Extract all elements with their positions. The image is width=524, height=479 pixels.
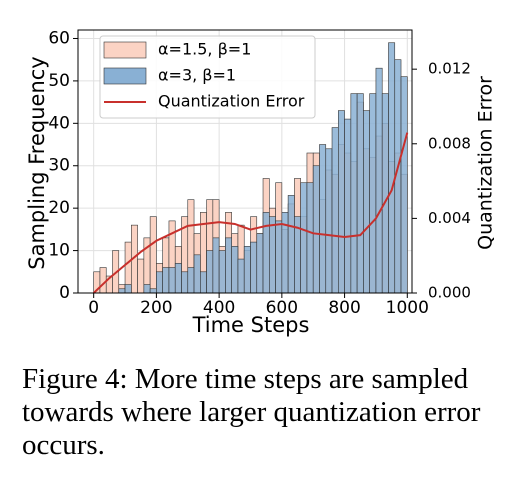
bar <box>143 284 151 294</box>
y2-tick-label: 0.008 <box>428 134 471 152</box>
bar <box>356 93 364 294</box>
x-tick-label: 0 <box>88 298 99 318</box>
bar <box>319 144 327 294</box>
y-axis-label: Sampling Frequency <box>25 56 49 269</box>
bar <box>218 250 226 294</box>
legend-label: α=3, β=1 <box>158 66 236 85</box>
legend-box <box>99 35 316 119</box>
y-tick-label: 0 <box>59 283 70 303</box>
y2-tick-label: 0.012 <box>428 60 471 78</box>
legend-patch <box>103 67 147 85</box>
x-tick-label: 400 <box>203 298 235 318</box>
bar <box>331 127 339 294</box>
y-tick-label: 10 <box>48 241 70 261</box>
bar <box>200 271 207 294</box>
x-tick-label: 1000 <box>386 298 429 318</box>
bar <box>149 288 157 294</box>
plot-frame <box>77 29 413 294</box>
bar <box>181 271 189 294</box>
bar <box>124 284 132 294</box>
x-tick-label: 200 <box>140 298 172 318</box>
bar <box>137 258 145 294</box>
bar <box>262 212 270 294</box>
bar <box>325 148 333 294</box>
bar <box>312 165 320 294</box>
y-tick-label: 60 <box>48 28 70 48</box>
bar <box>275 220 283 294</box>
x-axis-label: Time Steps <box>192 313 310 337</box>
caption-line: occurs. <box>22 429 105 461</box>
y-tick-label: 30 <box>48 156 70 176</box>
bar <box>193 254 201 294</box>
bar <box>162 267 170 294</box>
y2-axis-label: Quantization Error <box>475 76 497 250</box>
bar <box>99 267 107 294</box>
legend-label: Quantization Error <box>158 92 305 111</box>
bar <box>338 110 345 294</box>
bar <box>363 110 370 294</box>
bar <box>187 267 195 294</box>
bar <box>388 42 396 294</box>
bar <box>156 271 163 294</box>
bar <box>168 267 176 294</box>
bar <box>250 241 258 294</box>
bar <box>256 233 264 294</box>
bar <box>243 246 251 294</box>
y2-tick-label: 0.000 <box>428 284 471 302</box>
y-tick-label: 20 <box>48 198 70 218</box>
y-tick-label: 40 <box>48 113 70 133</box>
bar <box>118 288 126 294</box>
bar <box>231 246 239 294</box>
bar <box>381 93 389 294</box>
legend-label: α=1.5, β=1 <box>158 40 251 59</box>
bar <box>212 237 220 294</box>
bar <box>350 93 358 294</box>
bar <box>369 93 377 294</box>
bar <box>300 182 308 294</box>
legend-patch <box>103 41 147 59</box>
y2-tick-label: 0.004 <box>428 209 471 227</box>
bar <box>225 237 232 294</box>
x-tick-label: 800 <box>328 298 360 318</box>
bar <box>344 118 352 294</box>
bar <box>287 195 295 294</box>
line <box>92 132 409 294</box>
bar <box>206 250 214 294</box>
bar <box>174 263 182 294</box>
bar <box>149 216 157 294</box>
bar <box>269 216 276 294</box>
y-tick-label: 50 <box>48 71 70 91</box>
x-tick-label: 600 <box>266 298 298 318</box>
bar <box>375 67 383 294</box>
caption-line: Figure 4: More time steps are sampled <box>22 363 469 395</box>
bar <box>306 182 314 294</box>
bar <box>400 76 408 294</box>
bar <box>237 258 245 294</box>
caption-line: towards where larger quantization error <box>22 396 481 428</box>
